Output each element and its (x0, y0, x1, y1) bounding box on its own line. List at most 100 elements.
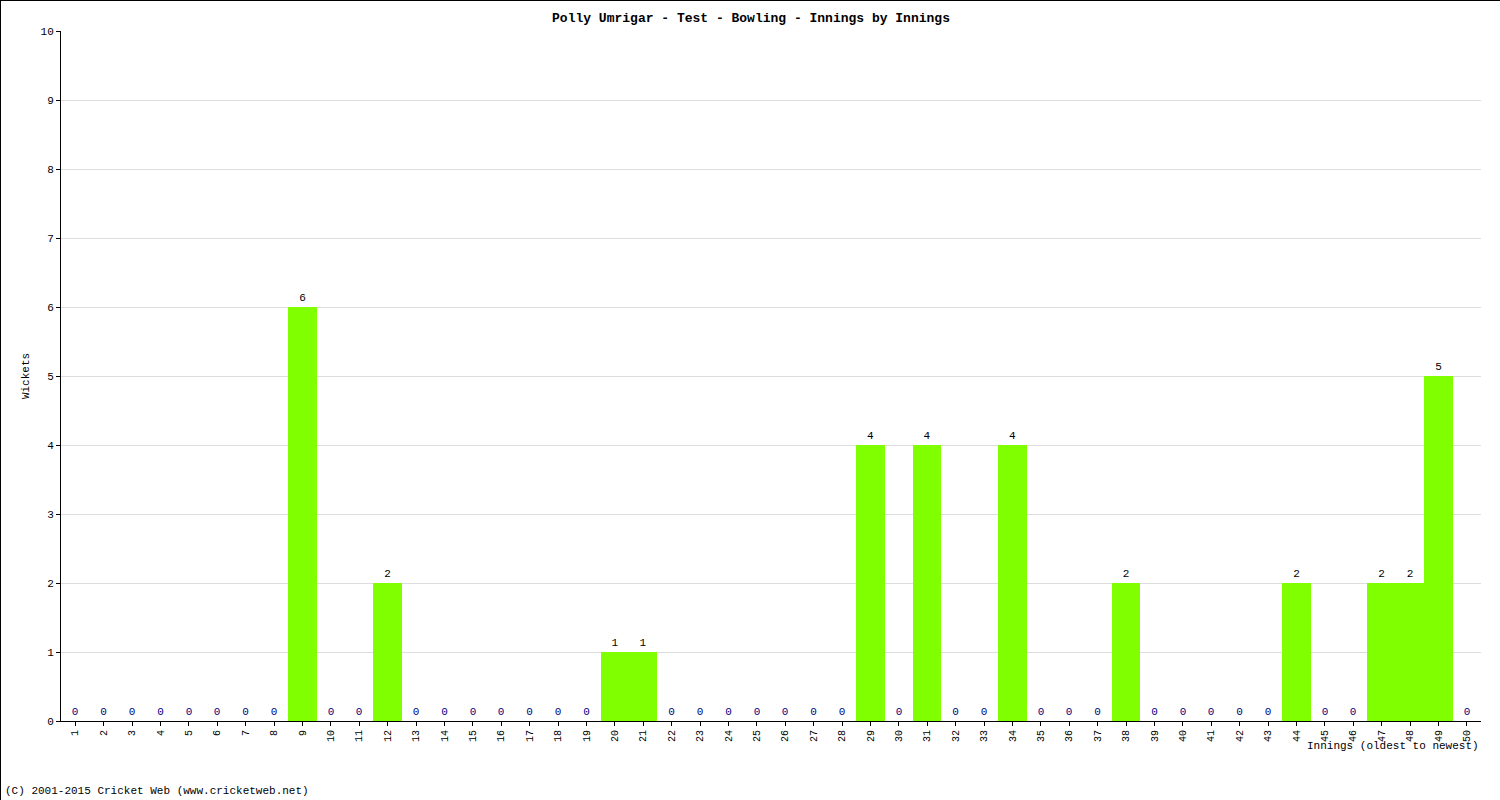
svg-text:0: 0 (725, 706, 732, 718)
svg-text:0: 0 (1464, 706, 1471, 718)
svg-text:0: 0 (1094, 706, 1101, 718)
svg-text:2: 2 (1407, 568, 1414, 580)
svg-text:28: 28 (837, 730, 848, 742)
svg-text:1: 1 (612, 637, 619, 649)
svg-text:0: 0 (157, 706, 164, 718)
svg-text:10: 10 (326, 730, 337, 742)
svg-text:29: 29 (866, 730, 877, 742)
svg-text:0: 0 (1265, 706, 1272, 718)
svg-text:0: 0 (470, 706, 477, 718)
svg-text:Innings (oldest to newest): Innings (oldest to newest) (1307, 740, 1479, 752)
svg-text:8: 8 (269, 730, 280, 736)
svg-text:3: 3 (127, 730, 138, 736)
svg-text:17: 17 (525, 730, 536, 742)
svg-text:16: 16 (496, 730, 507, 742)
svg-text:6: 6 (47, 302, 54, 314)
svg-text:0: 0 (214, 706, 221, 718)
svg-text:0: 0 (242, 706, 249, 718)
svg-text:7: 7 (241, 730, 252, 736)
svg-text:2: 2 (1123, 568, 1130, 580)
svg-text:4: 4 (47, 440, 54, 452)
svg-text:1: 1 (70, 730, 81, 736)
svg-text:0: 0 (1236, 706, 1243, 718)
svg-text:0: 0 (668, 706, 675, 718)
svg-text:4: 4 (924, 430, 931, 442)
svg-text:14: 14 (440, 730, 451, 742)
svg-text:12: 12 (383, 730, 394, 742)
svg-text:4: 4 (867, 430, 874, 442)
svg-text:32: 32 (951, 730, 962, 742)
svg-text:5: 5 (1435, 361, 1442, 373)
svg-text:6: 6 (212, 730, 223, 736)
svg-text:Wickets: Wickets (20, 353, 32, 399)
svg-text:34: 34 (1008, 730, 1019, 742)
svg-text:39: 39 (1150, 730, 1161, 742)
svg-text:5: 5 (184, 730, 195, 736)
svg-text:(C) 2001-2015 Cricket Web (www: (C) 2001-2015 Cricket Web (www.cricketwe… (5, 785, 309, 797)
svg-text:0: 0 (129, 706, 136, 718)
svg-text:10: 10 (41, 26, 54, 38)
svg-text:0: 0 (72, 706, 79, 718)
svg-text:31: 31 (922, 730, 933, 742)
svg-text:2: 2 (1378, 568, 1385, 580)
svg-text:19: 19 (582, 730, 593, 742)
svg-text:13: 13 (411, 730, 422, 742)
svg-text:0: 0 (583, 706, 590, 718)
svg-text:30: 30 (894, 730, 905, 742)
svg-text:2: 2 (1293, 568, 1300, 580)
svg-text:1: 1 (640, 637, 647, 649)
svg-text:0: 0 (1322, 706, 1329, 718)
svg-text:0: 0 (810, 706, 817, 718)
svg-text:3: 3 (47, 509, 54, 521)
svg-text:44: 44 (1292, 730, 1303, 742)
svg-text:0: 0 (839, 706, 846, 718)
svg-text:Polly Umrigar - Test - Bowling: Polly Umrigar - Test - Bowling - Innings… (552, 11, 950, 26)
svg-text:0: 0 (981, 706, 988, 718)
svg-text:38: 38 (1121, 730, 1132, 742)
svg-text:48: 48 (1405, 730, 1416, 742)
svg-text:40: 40 (1178, 730, 1189, 742)
svg-text:0: 0 (47, 716, 54, 728)
svg-text:6: 6 (299, 292, 306, 304)
svg-text:22: 22 (667, 730, 678, 742)
svg-text:0: 0 (413, 706, 420, 718)
svg-text:27: 27 (809, 730, 820, 742)
svg-text:0: 0 (100, 706, 107, 718)
svg-text:24: 24 (724, 730, 735, 742)
svg-text:7: 7 (47, 233, 54, 245)
svg-text:50: 50 (1462, 730, 1473, 742)
svg-text:4: 4 (1009, 430, 1016, 442)
svg-text:0: 0 (1066, 706, 1073, 718)
svg-text:2: 2 (47, 578, 54, 590)
svg-text:41: 41 (1206, 730, 1217, 742)
svg-text:20: 20 (610, 730, 621, 742)
svg-text:45: 45 (1320, 730, 1331, 742)
svg-text:9: 9 (298, 730, 309, 736)
svg-text:46: 46 (1348, 730, 1359, 742)
svg-text:8: 8 (47, 164, 54, 176)
svg-text:0: 0 (1180, 706, 1187, 718)
svg-text:0: 0 (186, 706, 193, 718)
svg-text:0: 0 (1350, 706, 1357, 718)
svg-text:21: 21 (638, 730, 649, 742)
svg-text:0: 0 (526, 706, 533, 718)
svg-text:5: 5 (47, 371, 54, 383)
svg-text:26: 26 (780, 730, 791, 742)
svg-text:4: 4 (156, 730, 167, 736)
svg-text:0: 0 (952, 706, 959, 718)
svg-text:0: 0 (896, 706, 903, 718)
svg-text:0: 0 (271, 706, 278, 718)
svg-text:2: 2 (99, 730, 110, 736)
svg-text:0: 0 (782, 706, 789, 718)
svg-text:0: 0 (1208, 706, 1215, 718)
svg-text:0: 0 (441, 706, 448, 718)
svg-text:2: 2 (384, 568, 391, 580)
svg-text:23: 23 (695, 730, 706, 742)
svg-text:0: 0 (498, 706, 505, 718)
svg-text:9: 9 (47, 95, 54, 107)
svg-text:33: 33 (979, 730, 990, 742)
svg-text:37: 37 (1093, 730, 1104, 742)
svg-text:0: 0 (328, 706, 335, 718)
svg-text:42: 42 (1235, 730, 1246, 742)
svg-text:1: 1 (47, 647, 54, 659)
